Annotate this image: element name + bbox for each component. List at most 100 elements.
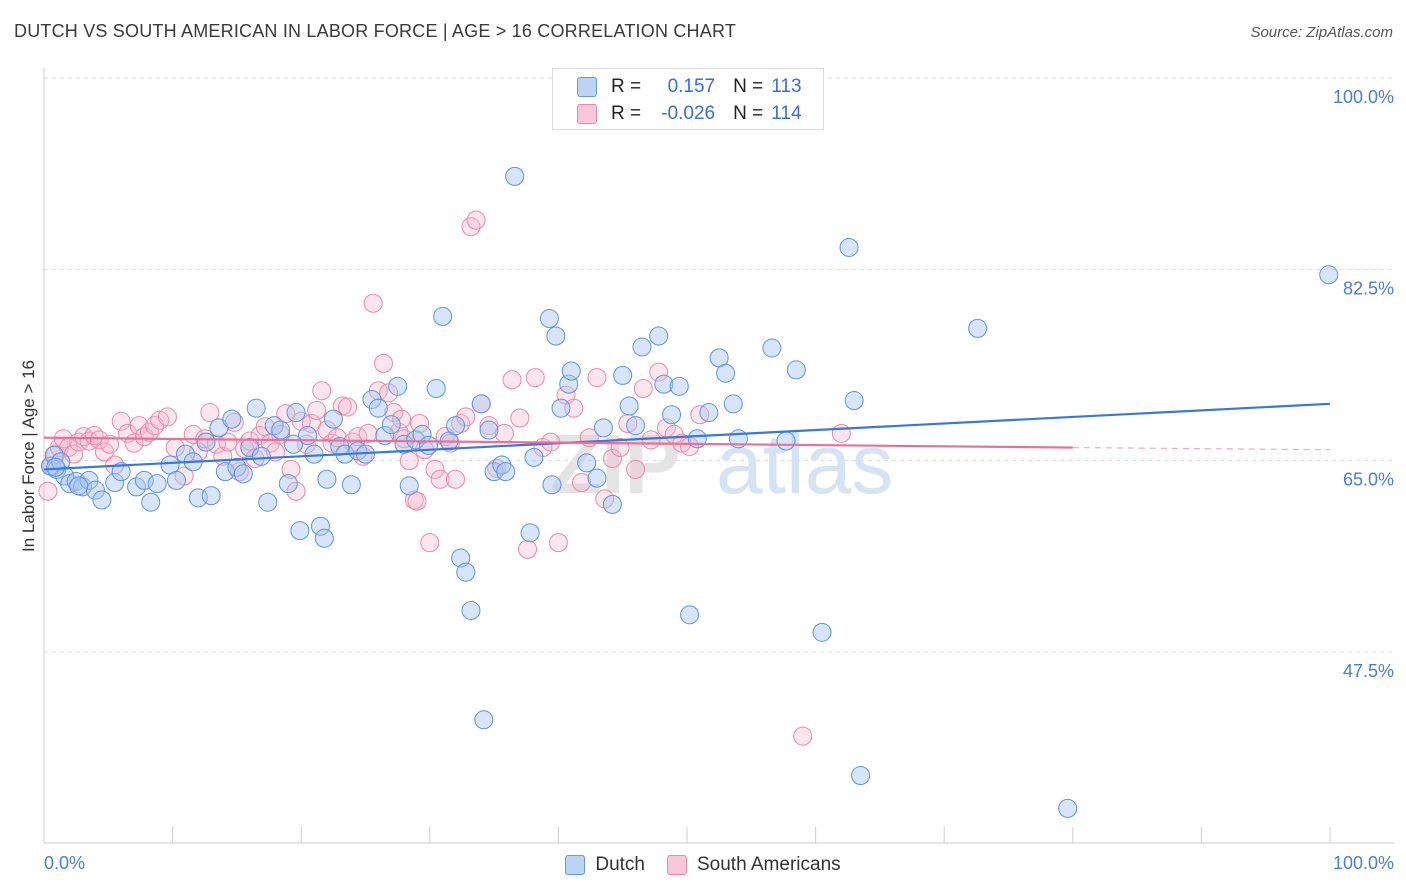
dutch-point [286, 403, 306, 423]
south-americans-point [649, 362, 669, 382]
dutch-point [127, 477, 147, 497]
dutch-point [669, 376, 689, 396]
dutch-point [524, 447, 544, 467]
south-americans-point [157, 407, 177, 427]
south-americans-point [100, 434, 120, 454]
dutch-point [317, 469, 337, 489]
r-label: R = [611, 103, 642, 124]
dutch-point [776, 431, 796, 451]
south-americans-point [494, 423, 514, 443]
dutch-point [723, 394, 743, 414]
south-americans-point [420, 533, 440, 553]
dutch-point [632, 337, 652, 357]
dutch-r-value: 0.157 [667, 76, 716, 97]
south-americans-point [218, 432, 238, 452]
south-americans-point [358, 423, 378, 443]
dutch-point [323, 409, 343, 429]
south-americans-legend-label: South Americans [697, 854, 841, 875]
dutch-point [290, 521, 310, 541]
south-americans-point [466, 210, 486, 230]
dutch-point [446, 416, 466, 436]
south-americans-trendline-extension [1072, 446, 1331, 451]
south-americans-point [150, 410, 170, 430]
series-legend: Dutch South Americans [0, 852, 1406, 878]
dutch-point [79, 470, 99, 490]
legend-item-south-americans[interactable]: South Americans [667, 854, 841, 876]
n-label: N = [733, 76, 764, 97]
south-americans-point [392, 409, 412, 429]
dutch-point [141, 492, 161, 512]
dutch-point [505, 166, 525, 186]
y-axis-title: In Labor Force | Age > 16 [19, 360, 38, 552]
south-americans-point [79, 431, 99, 451]
stats-legend-row-dutch: R = 0.157 N = 113 [577, 75, 802, 99]
south-americans-point [384, 403, 404, 423]
south-americans-swatch [577, 104, 597, 124]
south-americans-point [510, 408, 530, 428]
dutch-point [304, 444, 324, 464]
south-americans-r-value: -0.026 [661, 103, 716, 124]
dutch-point [484, 462, 504, 482]
dutch-point [619, 396, 639, 416]
dutch-point [699, 403, 719, 423]
dutch-point [451, 548, 471, 568]
south-americans-point [337, 397, 357, 417]
dutch-point [310, 516, 330, 536]
x-tick-label-min: 0.0% [44, 853, 85, 873]
y-tick-label: 100.0% [1333, 87, 1394, 107]
y-tick-label: 65.0% [1343, 470, 1394, 490]
dutch-legend-swatch [565, 855, 586, 875]
dutch-point [968, 318, 988, 338]
trendlines [43, 402, 1331, 471]
dutch-point [461, 600, 481, 620]
dutch-point [433, 306, 453, 326]
dutch-point [812, 622, 832, 642]
source-note: Source: ZipAtlas.com [1250, 24, 1393, 41]
dutch-point [381, 415, 401, 435]
chart-title: DUTCH VS SOUTH AMERICAN IN LABOR FORCE |… [14, 21, 737, 41]
dutch-point [348, 441, 368, 461]
dutch-point [278, 474, 298, 494]
south-americans-point [548, 533, 568, 553]
dutch-point [399, 476, 419, 496]
south-americans-point [425, 459, 445, 479]
south-americans-point [410, 413, 430, 433]
south-americans-point [793, 726, 813, 746]
dutch-point [233, 464, 253, 484]
dutch-point [680, 605, 700, 625]
dutch-point [496, 462, 516, 482]
dutch-point [1319, 265, 1339, 285]
dutch-point [1058, 798, 1078, 818]
dutch-point [539, 309, 559, 329]
south-americans-point [626, 459, 646, 479]
dutch-point [406, 430, 426, 450]
dutch-point [546, 326, 566, 346]
dutch-point [786, 360, 806, 380]
dutch-point [851, 766, 871, 786]
dutch-point [341, 475, 361, 495]
south-americans-point [525, 368, 545, 388]
dutch-point [111, 462, 131, 482]
dutch-point [602, 494, 622, 514]
dutch-point [258, 492, 278, 512]
south-americans-point [587, 368, 607, 388]
south-americans-point [200, 403, 220, 423]
dutch-trendline [43, 402, 1331, 471]
x-tick-label-max: 100.0% [1333, 853, 1394, 873]
dutch-point [147, 474, 167, 494]
axes [43, 68, 1394, 844]
dutch-point [105, 473, 125, 493]
dutch-point [456, 562, 476, 582]
dutch-point [51, 452, 71, 472]
y-tick-label: 82.5% [1343, 278, 1394, 298]
dutch-point [654, 374, 674, 394]
dutch-n-value: 113 [771, 76, 802, 97]
dutch-point [716, 363, 736, 383]
south-americans-point [281, 459, 301, 479]
legend-item-dutch[interactable]: Dutch [565, 854, 645, 876]
dutch-point [251, 446, 271, 466]
stats-legend: R = 0.157 N = 113 R = -0.026 N = 114 [552, 68, 824, 130]
dutch-point [561, 361, 581, 381]
dutch-point [134, 470, 154, 490]
south-americans-point [461, 217, 481, 237]
